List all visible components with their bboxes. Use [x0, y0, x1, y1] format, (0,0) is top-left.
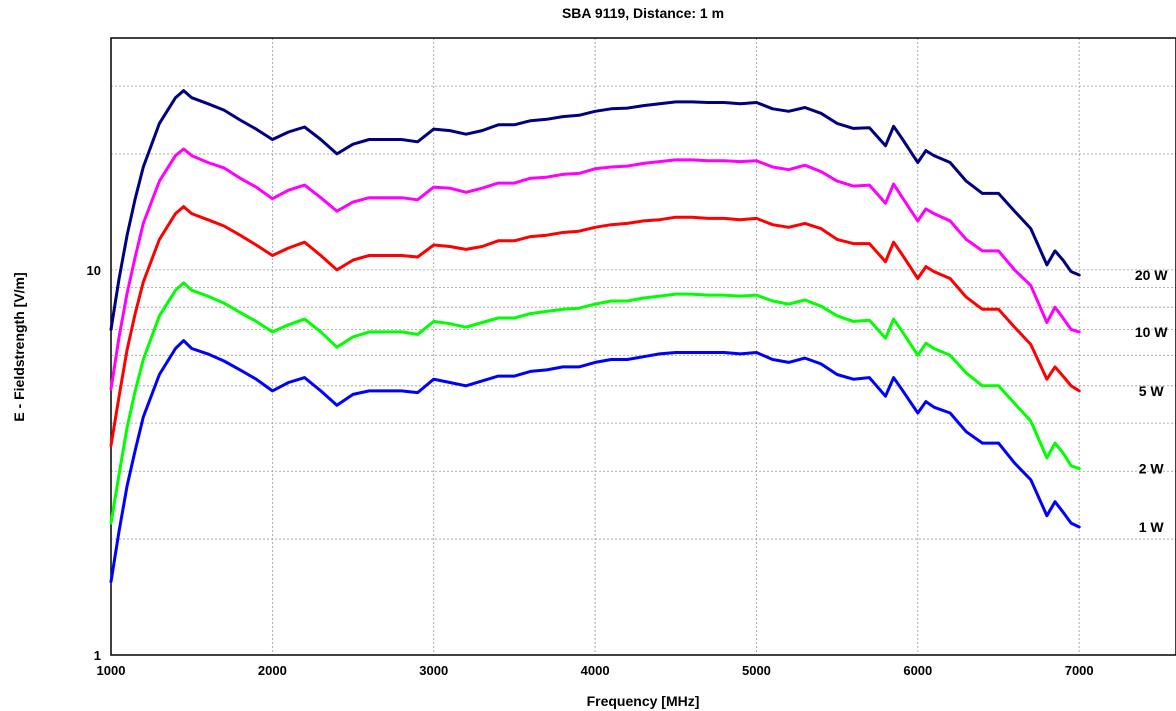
series-label: 10 W — [1135, 324, 1168, 340]
grid-lines — [111, 38, 1176, 655]
x-tick-label: 4000 — [581, 663, 610, 678]
series-label: 2 W — [1139, 460, 1165, 476]
chart-title: SBA 9119, Distance: 1 m — [562, 5, 724, 21]
series-line — [109, 281, 1081, 525]
series-label: 5 W — [1139, 383, 1165, 399]
series-line — [109, 89, 1081, 331]
series-line — [109, 205, 1081, 447]
x-tick-label: 2000 — [258, 663, 287, 678]
series-lines — [109, 89, 1081, 584]
x-tick-label: 3000 — [419, 663, 448, 678]
x-tick-label: 7000 — [1065, 663, 1094, 678]
x-tick-label: 5000 — [742, 663, 771, 678]
x-axis-label: Frequency [MHz] — [587, 693, 700, 709]
series-labels: 20 W 10 W 5 W 2 W 1 W — [1135, 267, 1168, 535]
series-line — [109, 339, 1081, 584]
x-axis-ticks: 1000 2000 3000 4000 5000 6000 7000 — [97, 663, 1094, 678]
y-axis-ticks: 1 10 — [87, 263, 101, 663]
x-tick-label: 1000 — [97, 663, 126, 678]
series-line — [109, 147, 1081, 391]
series-label: 20 W — [1135, 267, 1168, 283]
y-tick-label: 1 — [94, 648, 101, 663]
x-tick-label: 6000 — [903, 663, 932, 678]
y-axis-label: E - Fieldstrength [V/m] — [11, 272, 27, 421]
y-tick-label: 10 — [87, 263, 101, 278]
plot-frame — [110, 37, 1176, 656]
series-label: 1 W — [1139, 519, 1165, 535]
